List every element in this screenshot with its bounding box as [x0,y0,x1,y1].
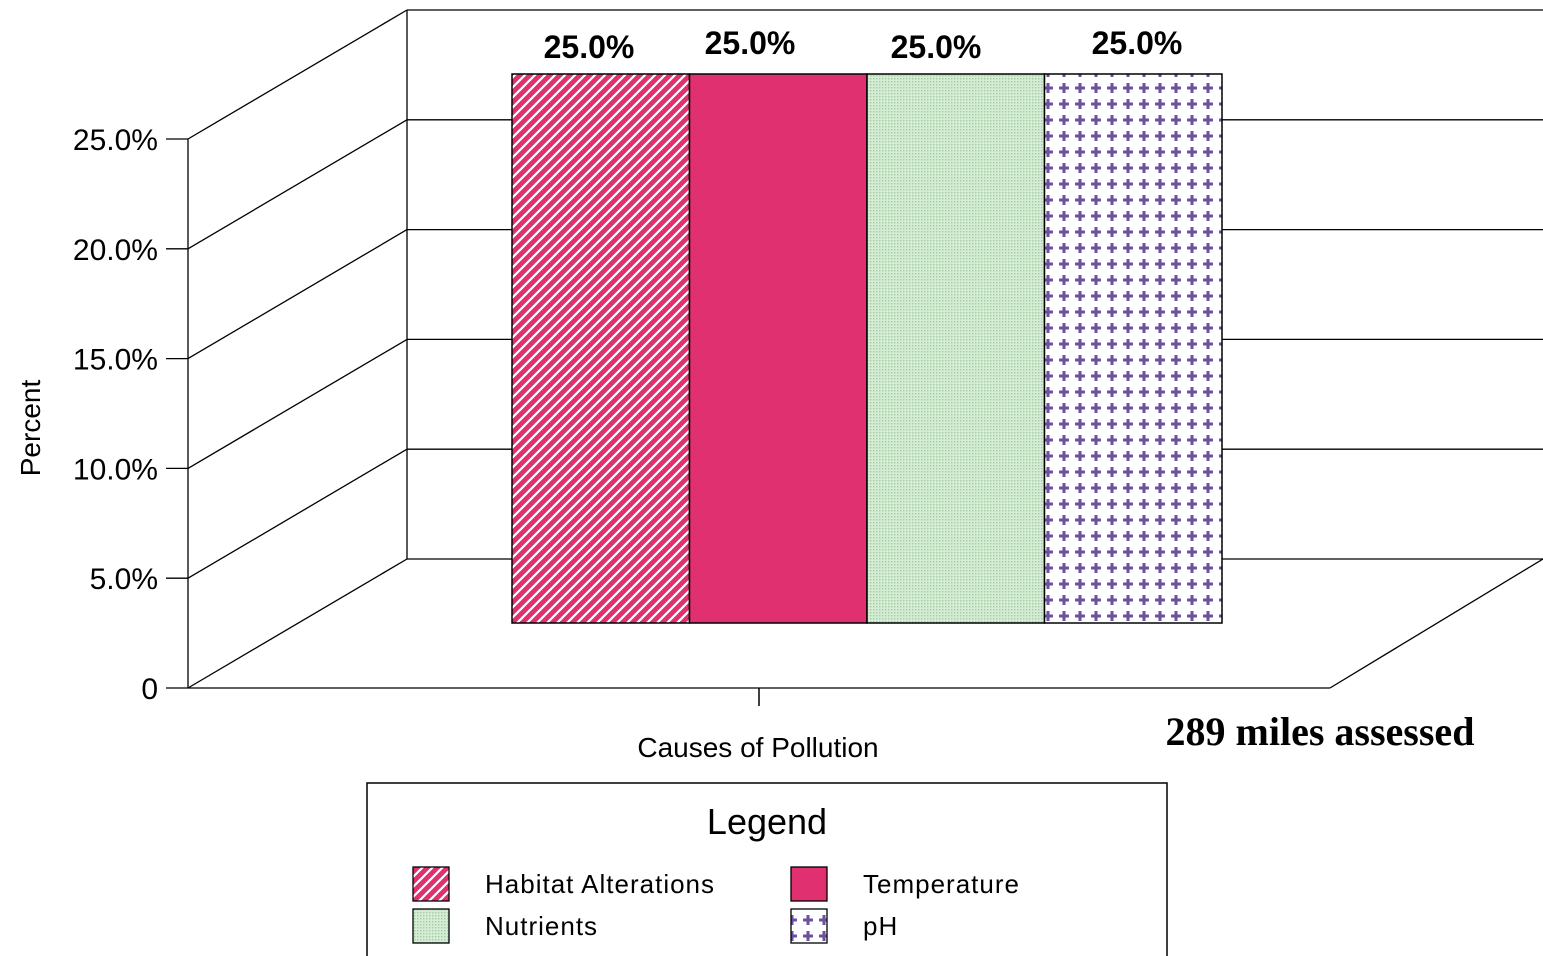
legend-swatch [412,866,450,902]
legend-label: Habitat Alterations [485,869,715,899]
x-axis-title: Causes of Pollution [637,732,878,763]
legend-label: Temperature [863,869,1020,899]
bar-data-label: 25.0% [544,29,635,65]
legend-swatch [412,908,450,944]
y-tick-label: 5.0% [90,563,158,596]
bar-data-label: 25.0% [705,25,796,61]
legend-title: Legend [707,801,827,842]
side-wall-gridline [187,338,408,469]
bar [511,73,691,624]
y-tick-label: 25.0% [73,124,158,157]
legend-label: pH [863,911,898,941]
side-wall-gridline [187,448,408,579]
side-wall-gridline [187,558,408,689]
bar-group [511,73,1223,624]
bar [1043,73,1223,624]
legend: Legend Habitat Alterations Temperature Nut… [366,782,1168,956]
y-tick-label: 0 [141,673,158,706]
side-wall-gridline [187,229,408,360]
miles-assessed-note: 289 miles assessed [1166,709,1475,754]
legend-box [366,782,1168,956]
legend-items: Habitat Alterations Temperature Nutrients p… [412,866,1020,944]
side-wall-gridline [187,9,408,140]
side-wall-gridline [187,119,408,250]
y-axis-title: Percent [15,380,46,477]
bar [688,73,868,624]
y-tick-label: 20.0% [73,234,158,267]
bar-data-label: 25.0% [891,29,982,65]
legend-swatch [790,866,828,902]
data-label-group: 25.0% 25.0% 25.0% 25.0% [544,25,1183,65]
y-tick-label-group: 0 5.0% 10.0% 15.0% 20.0% 25.0% [73,124,158,706]
bar-data-label: 25.0% [1092,25,1183,61]
y-tick-label: 10.0% [73,453,158,486]
legend-swatch [790,908,828,944]
bar [866,73,1046,624]
y-tick-label: 15.0% [73,344,158,377]
floor-right-edge [1329,558,1543,689]
legend-label: Nutrients [485,911,598,941]
